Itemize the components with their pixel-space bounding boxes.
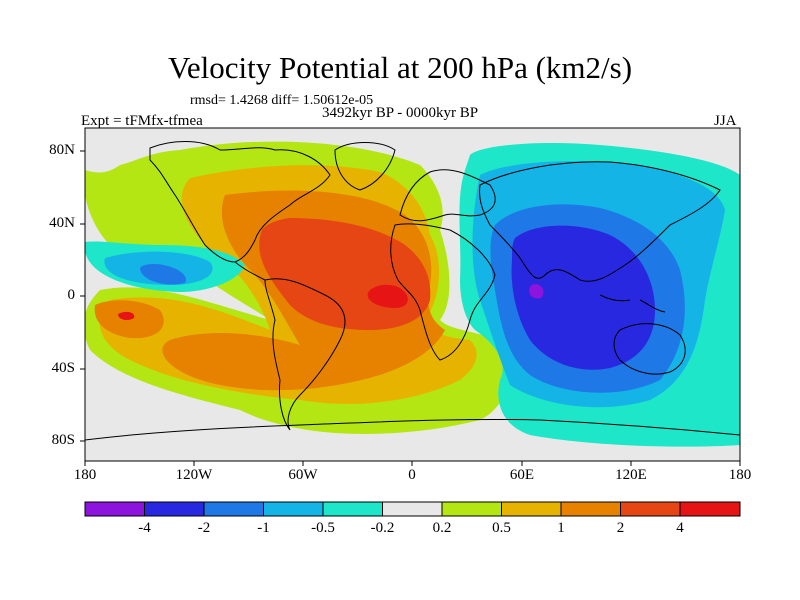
coast-south-america [264, 278, 346, 431]
colorbar [84, 501, 741, 517]
map-title: Velocity Potential at 200 hPa (km2/s) [167, 50, 633, 85]
positive-region-4-pacific [118, 311, 135, 321]
colorbar-label-3: -0.5 [311, 520, 335, 536]
colorbar-label-7: 1 [557, 520, 565, 536]
coast-australia [613, 323, 686, 375]
colorbar-box-7 [501, 502, 561, 516]
lon-label-180e: 180 [728, 467, 752, 483]
colorbar-label-0: -4 [138, 520, 151, 536]
coastlines [85, 141, 740, 441]
coast-africa [390, 223, 496, 361]
colorbar-box-3 [263, 502, 323, 516]
colorbar-label-2: -1 [257, 520, 270, 536]
lon-label-120e: 120E [615, 467, 647, 483]
colorbar-label-6: 0.5 [492, 520, 511, 536]
negative-region-2 [511, 225, 655, 370]
coast-greenland [334, 142, 396, 191]
lon-label-60e: 60E [509, 467, 535, 483]
coast-antarctica [85, 418, 740, 441]
lat-label-40s: 40S [51, 360, 75, 376]
positive-region-4 [367, 284, 408, 308]
colorbar-box-2 [204, 502, 264, 516]
coast-asia [479, 161, 721, 282]
colorbar-label-5: 0.2 [432, 520, 452, 536]
coast-north-america [149, 141, 331, 263]
colorbar-label-9: 4 [676, 520, 684, 536]
negative-region-1-west [140, 264, 186, 285]
lat-label-80s: 80S [51, 432, 75, 448]
colorbar-box-8 [561, 502, 621, 516]
stats-line: rmsd= 1.4268 diff= 1.50612e-05 [190, 93, 374, 108]
colorbar-box-10 [680, 502, 740, 516]
colorbar-label-4: -0.2 [370, 520, 395, 536]
axis-ticks [80, 150, 741, 466]
lat-label-80n: 80N [49, 142, 75, 158]
lat-label-40n: 40N [49, 215, 75, 231]
period-label: 3492kyr BP - 0000kyr BP [322, 105, 479, 121]
colorbar-box-0 [85, 502, 145, 516]
lon-label-120w: 120W [175, 467, 213, 483]
colorbar-box-9 [620, 502, 680, 516]
colorbar-box-6 [442, 502, 502, 516]
lat-label-0: 0 [67, 287, 76, 303]
coast-maritime-continent [599, 294, 666, 313]
coast-europe [399, 169, 496, 222]
map-field [85, 128, 740, 461]
lon-label-0: 0 [408, 467, 416, 483]
season-label: JJA [714, 113, 737, 129]
colorbar-label-8: 2 [616, 520, 625, 536]
coast-central-america [234, 261, 266, 281]
negative-region-4 [529, 284, 544, 299]
colorbar-box-1 [144, 502, 204, 516]
experiment-label: Expt = tFMfx-tfmea [81, 113, 203, 129]
lon-label-60w: 60W [288, 467, 318, 483]
colorbar-label-1: -2 [197, 520, 211, 536]
colorbar-box-4 [323, 502, 383, 516]
lon-label-180w: 180 [73, 467, 97, 483]
colorbar-box-5 [382, 502, 442, 516]
